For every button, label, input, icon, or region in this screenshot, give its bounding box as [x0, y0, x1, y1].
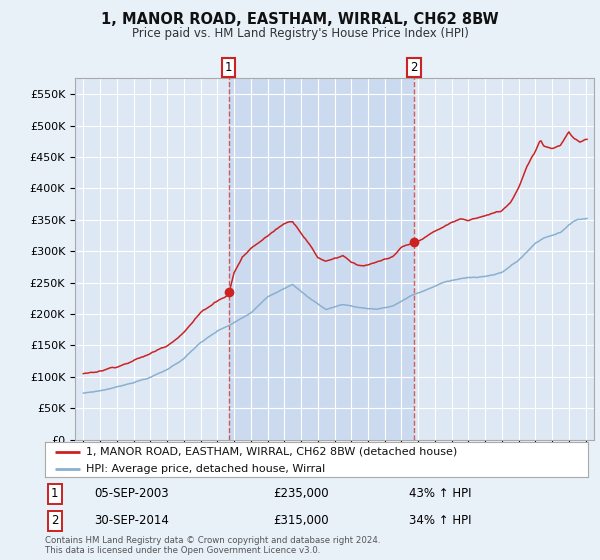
Text: 1: 1 — [225, 60, 232, 73]
Text: £235,000: £235,000 — [273, 487, 329, 501]
Text: Contains HM Land Registry data © Crown copyright and database right 2024.
This d: Contains HM Land Registry data © Crown c… — [45, 536, 380, 556]
Text: 1: 1 — [51, 487, 59, 501]
Text: 05-SEP-2003: 05-SEP-2003 — [94, 487, 169, 501]
Text: HPI: Average price, detached house, Wirral: HPI: Average price, detached house, Wirr… — [86, 464, 325, 474]
Text: Price paid vs. HM Land Registry's House Price Index (HPI): Price paid vs. HM Land Registry's House … — [131, 27, 469, 40]
Text: 2: 2 — [410, 60, 418, 73]
Text: 2: 2 — [51, 514, 59, 528]
Text: 1, MANOR ROAD, EASTHAM, WIRRAL, CH62 8BW: 1, MANOR ROAD, EASTHAM, WIRRAL, CH62 8BW — [101, 12, 499, 27]
Text: 1, MANOR ROAD, EASTHAM, WIRRAL, CH62 8BW (detached house): 1, MANOR ROAD, EASTHAM, WIRRAL, CH62 8BW… — [86, 447, 457, 457]
Text: 43% ↑ HPI: 43% ↑ HPI — [409, 487, 472, 501]
Text: 30-SEP-2014: 30-SEP-2014 — [94, 514, 169, 528]
Bar — [229, 78, 414, 440]
Text: £315,000: £315,000 — [273, 514, 329, 528]
Text: 34% ↑ HPI: 34% ↑ HPI — [409, 514, 472, 528]
